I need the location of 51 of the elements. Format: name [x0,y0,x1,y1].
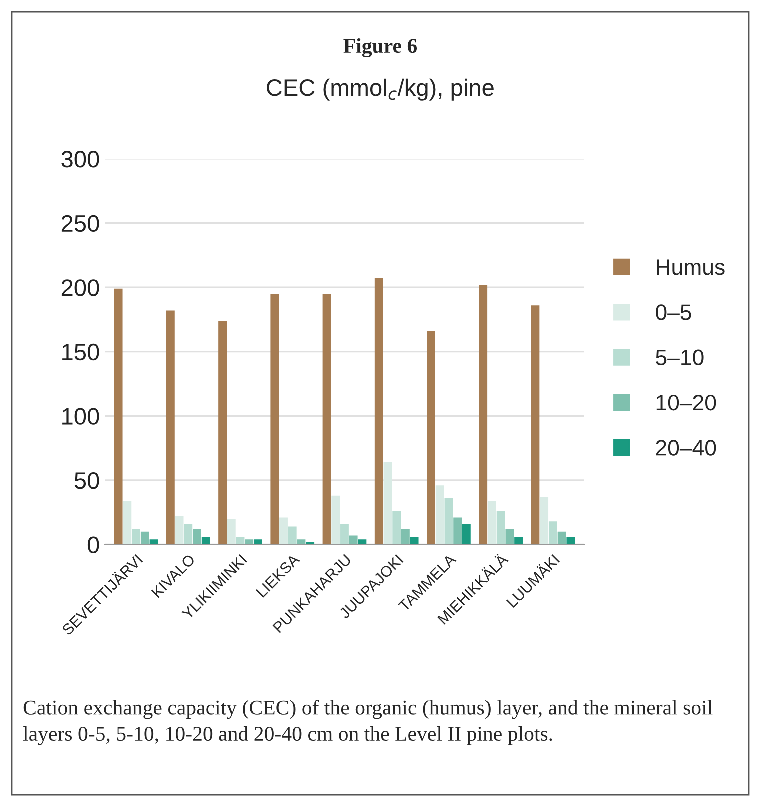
bar [462,524,471,545]
y-tick-label: 100 [62,408,100,425]
bar [218,320,227,545]
y-tick-label: 300 [62,151,100,168]
y-tick-label: 50 [74,472,100,490]
bar [166,310,175,545]
bar [514,537,523,545]
bar [202,537,210,545]
bar [427,331,436,545]
legend-label: 0–5 [656,304,692,320]
bar [540,497,549,545]
text: Cation exchange capacity (CEC) of the organic (humus) layer, and the mineral soil layers 0-5, 5-10, 10-20 and 20-40 cm on the Level II pine plots. [23,700,713,746]
bar [401,529,410,545]
bar [140,532,150,545]
bar [175,516,184,545]
bar [340,524,349,545]
y-tick-label: 0 [88,536,100,554]
bar [548,522,558,545]
bar [227,519,236,545]
legend-label: Humus [657,260,725,276]
bar [322,294,332,545]
bar [436,486,444,545]
y-tick-label: 250 [62,215,100,232]
bar [270,294,280,545]
bar [566,537,576,545]
bar [444,498,454,545]
bar [280,518,288,545]
bar [410,537,419,545]
chart-title: Figure 6 [344,38,418,58]
bar [349,536,358,545]
legend-label: 10–20 [656,394,716,411]
bar [454,518,462,545]
bar [193,529,202,545]
bar [392,511,402,545]
y-tick-label: 200 [62,280,100,296]
bar [123,501,132,545]
bar [374,278,384,545]
bar [496,511,506,545]
chart-subtitle: CEC (mmol$_{c}$/kg), pine [267,78,494,101]
bar [184,524,193,545]
bar [288,526,297,545]
bar [531,306,540,545]
bar [488,501,496,545]
bar [332,496,340,545]
bar [506,529,514,545]
bar [114,288,123,545]
legend-label: 20–40 [656,440,716,456]
bar [479,284,488,545]
y-tick-label: 150 [62,344,100,361]
legend-label: 5–10 [656,350,704,366]
bar [132,529,140,545]
